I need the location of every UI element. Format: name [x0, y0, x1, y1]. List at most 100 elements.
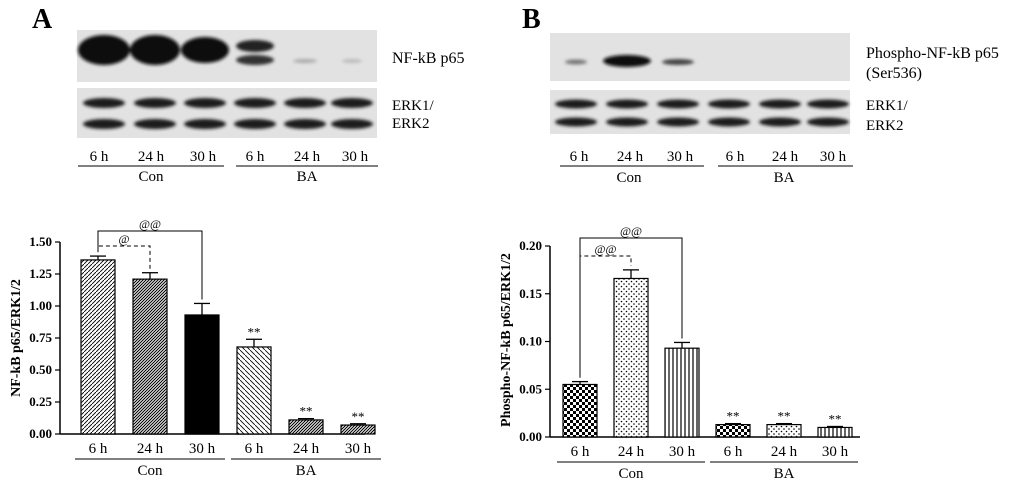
band-a-erk2-2	[134, 119, 176, 129]
band-b-top-3	[662, 59, 694, 65]
band-a-erk2-1	[83, 119, 125, 129]
bar	[766, 423, 802, 438]
bar	[80, 259, 116, 435]
significance-label: **	[829, 411, 842, 426]
bar	[562, 383, 598, 438]
blot-b-top-label-2: (Ser536)	[866, 65, 922, 82]
band-b-erk2-5	[759, 117, 801, 127]
bar	[184, 314, 220, 435]
blot-a-lane-5: 24 h	[294, 149, 321, 165]
bar	[664, 347, 700, 438]
blot-b-lane-5: 24 h	[772, 149, 799, 165]
band-b-erk2-2	[606, 117, 648, 127]
blot-a-lane-3: 30 h	[190, 149, 217, 165]
blot-a-lane-1: 6 h	[90, 149, 109, 165]
chart-phospho-nfkb-p65: 0.00 0.05 0.10 0.15 0.20 Phospho-NF-kB p65/ER…	[499, 224, 860, 482]
blot-b-top-label-1: Phospho-NF-kB p65	[866, 45, 999, 62]
x-tick-label: 30 h	[345, 441, 372, 457]
band-b-erk1-4	[708, 99, 750, 109]
comparison-bracket	[97, 230, 203, 300]
x-tick-label: 24 h	[771, 444, 798, 460]
y-tick-label: 0.75	[29, 330, 52, 345]
bar	[817, 426, 853, 438]
band-b-erk2-1	[555, 117, 597, 127]
band-b-erk1-5	[759, 99, 801, 109]
comparison-bracket	[579, 237, 683, 378]
group-label: Con	[618, 466, 644, 482]
blot-a-top-label: NF-kB p65	[392, 50, 464, 67]
band-a-erk2-4	[234, 119, 276, 129]
comparison-bracket	[579, 255, 632, 378]
group-label: Con	[137, 463, 163, 479]
band-a-erk1-4	[234, 98, 276, 108]
blot-a-group-ba: BA	[297, 169, 318, 185]
band-a-erk1-3	[184, 98, 226, 108]
band-a-top-3	[181, 37, 229, 63]
bar	[340, 424, 376, 435]
blot-b-erk-label-2: ERK2	[866, 118, 904, 134]
y-tick-label: 1.50	[29, 234, 52, 249]
bar	[288, 419, 324, 435]
panel-a-letter: A	[32, 4, 53, 35]
band-b-erk1-6	[807, 99, 849, 109]
band-a-top-6	[342, 59, 362, 63]
band-a-erk2-5	[284, 119, 326, 129]
blot-a-lane-4: 6 h	[246, 149, 265, 165]
blot-b-lane-2: 24 h	[617, 149, 644, 165]
band-b-top-2	[603, 55, 651, 67]
band-b-erk2-4	[708, 117, 750, 127]
band-a-erk1-5	[284, 98, 326, 108]
x-tick-label: 6 h	[724, 444, 743, 460]
band-b-top-1	[565, 59, 587, 65]
y-tick-label: 1.25	[29, 266, 52, 281]
comparison-label: @@	[620, 224, 642, 238]
group-label: BA	[296, 463, 317, 479]
comparison-label: @@	[139, 217, 161, 231]
blot-a-bottom-background	[77, 88, 377, 138]
blot-b-lane-1: 6 h	[570, 149, 589, 165]
y-tick-label: 0.00	[29, 426, 52, 441]
y-tick-label: 0.05	[519, 381, 542, 396]
blot-a-erk-label-1: ERK1/	[392, 98, 435, 114]
x-tick-label: 6 h	[245, 441, 264, 457]
blot-b-lane-labels: 6 h 24 h 30 h 6 h 24 h 30 h	[570, 149, 847, 165]
x-tick-label: 30 h	[822, 444, 849, 460]
blot-b-lane-4: 6 h	[726, 149, 745, 165]
band-a-erk2-3	[184, 119, 226, 129]
band-a-top-4a	[236, 40, 274, 52]
bar	[132, 278, 168, 435]
significance-label: **	[727, 409, 740, 424]
significance-label: **	[352, 409, 365, 424]
y-tick-label: 0.10	[519, 334, 542, 349]
bar	[715, 423, 751, 438]
band-b-erk1-1	[555, 99, 597, 109]
band-b-erk2-6	[807, 117, 849, 127]
x-tick-label: 6 h	[571, 444, 590, 460]
band-a-top-1	[78, 35, 130, 65]
y-axis-label: Phospho-NF-kB p65/ERK1/2	[499, 253, 514, 427]
blot-b-lane-3: 30 h	[667, 149, 694, 165]
y-tick-label: 0.25	[29, 394, 52, 409]
blot-a-erk-label-2: ERK2	[392, 116, 430, 132]
y-tick-label: 0.00	[519, 429, 542, 444]
band-a-erk1-2	[134, 98, 176, 108]
significance-label: **	[300, 404, 313, 419]
blot-b-top-background	[550, 33, 850, 81]
band-a-erk1-6	[331, 98, 373, 108]
panel-b-blot	[550, 33, 850, 134]
group-label: BA	[774, 466, 795, 482]
significance-label: **	[248, 324, 261, 339]
x-tick-label: 24 h	[618, 444, 645, 460]
y-tick-label: 1.00	[29, 298, 52, 313]
blot-a-lane-labels: 6 h 24 h 30 h 6 h 24 h 30 h	[90, 149, 369, 165]
band-a-top-4b	[236, 55, 274, 65]
x-tick-label: 30 h	[669, 444, 696, 460]
x-tick-label: 24 h	[293, 441, 320, 457]
comparison-label: @	[118, 232, 129, 246]
chart-nfkb-p65: 0.00 0.25 0.50 0.75 1.00 1.25 1.50 NF-kB p65/ER…	[9, 217, 381, 479]
bar	[236, 346, 272, 435]
band-b-erk1-3	[657, 99, 699, 109]
panel-a-blot	[77, 30, 377, 138]
blot-b-erk-label-1: ERK1/	[866, 98, 909, 114]
